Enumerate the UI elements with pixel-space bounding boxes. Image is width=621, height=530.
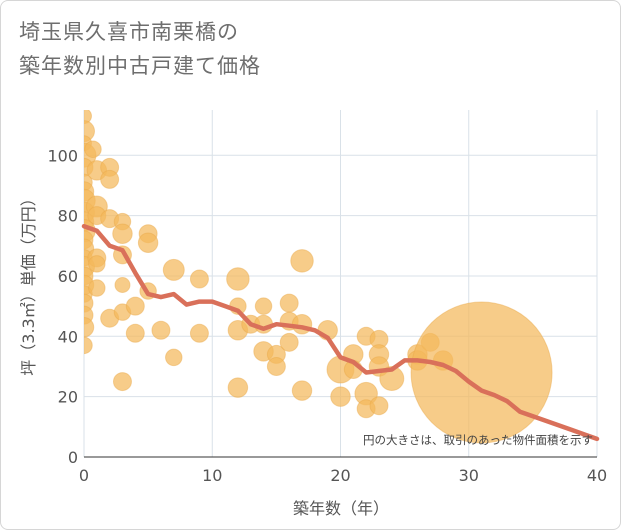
chart-title: 埼玉県久喜市南栗橋の 築年数別中古戸建て価格 bbox=[19, 15, 261, 83]
y-tick-label-5: 100 bbox=[47, 146, 78, 165]
trend-layer bbox=[81, 223, 600, 442]
bubble-point-49 bbox=[226, 267, 250, 291]
grid bbox=[83, 110, 598, 457]
bubble-point-22 bbox=[84, 140, 102, 158]
bubble-point-38 bbox=[112, 372, 132, 392]
y-tick-label-0: 0 bbox=[68, 448, 78, 467]
bubble-point-20 bbox=[84, 317, 95, 338]
y-tick-labels: 0 20 40 60 80 100 bbox=[47, 146, 78, 467]
bubble-point-62 bbox=[290, 249, 314, 273]
bubble-point-77 bbox=[379, 366, 405, 392]
bubble-point-39 bbox=[125, 296, 145, 316]
bubble-point-64 bbox=[291, 380, 313, 401]
x-tick-label-2: 20 bbox=[330, 466, 350, 485]
x-tick-label-0: 0 bbox=[79, 466, 89, 485]
y-tick-label-2: 40 bbox=[58, 327, 78, 346]
bubble-point-54 bbox=[254, 297, 273, 315]
y-tick-label-4: 80 bbox=[58, 207, 78, 226]
chart-title-line-2: 築年数別中古戸建て価格 bbox=[19, 54, 261, 78]
trend-line bbox=[81, 223, 600, 442]
x-axis-label: 築年数（年） bbox=[293, 499, 389, 518]
x-tick-label-1: 10 bbox=[202, 466, 222, 485]
bubble-point-34 bbox=[112, 223, 133, 244]
chart-title-line-1: 埼玉県久喜市南栗橋の bbox=[19, 20, 239, 44]
y-tick-label-3: 60 bbox=[58, 267, 78, 286]
bubble-point-48 bbox=[189, 323, 209, 343]
bubble-point-30 bbox=[100, 169, 120, 189]
bubble-point-42 bbox=[137, 232, 159, 254]
bubble-point-0 bbox=[84, 110, 92, 125]
bubble-point-58 bbox=[266, 356, 286, 376]
bubble-point-44 bbox=[151, 320, 171, 340]
bubble-point-76 bbox=[369, 396, 389, 416]
x-tick-labels: 0 10 20 30 40 bbox=[79, 466, 607, 485]
x-tick-label-4: 40 bbox=[587, 466, 607, 485]
bubble-point-45 bbox=[162, 258, 185, 281]
bubble-point-67 bbox=[330, 386, 351, 407]
y-axis-label: 坪（3.3㎡）単価（万円） bbox=[19, 190, 38, 375]
bubble-point-47 bbox=[189, 269, 209, 289]
x-tick-label-3: 30 bbox=[459, 466, 479, 485]
bubble-size-note: 円の大きさは、取引のあった物件面積を示す bbox=[363, 433, 593, 447]
bubble-point-52 bbox=[227, 377, 249, 398]
bubble-point-46 bbox=[165, 348, 183, 367]
bubble-point-59 bbox=[279, 293, 299, 313]
y-tick-label-1: 20 bbox=[58, 388, 78, 407]
bubble-point-82 bbox=[410, 301, 553, 444]
bubble-point-36 bbox=[114, 277, 131, 294]
bubble-point-61 bbox=[279, 332, 299, 352]
bubble-point-28 bbox=[88, 279, 106, 297]
bubble-point-40 bbox=[125, 323, 145, 343]
bubble-point-27 bbox=[88, 255, 106, 273]
bubble-point-21 bbox=[84, 336, 93, 355]
